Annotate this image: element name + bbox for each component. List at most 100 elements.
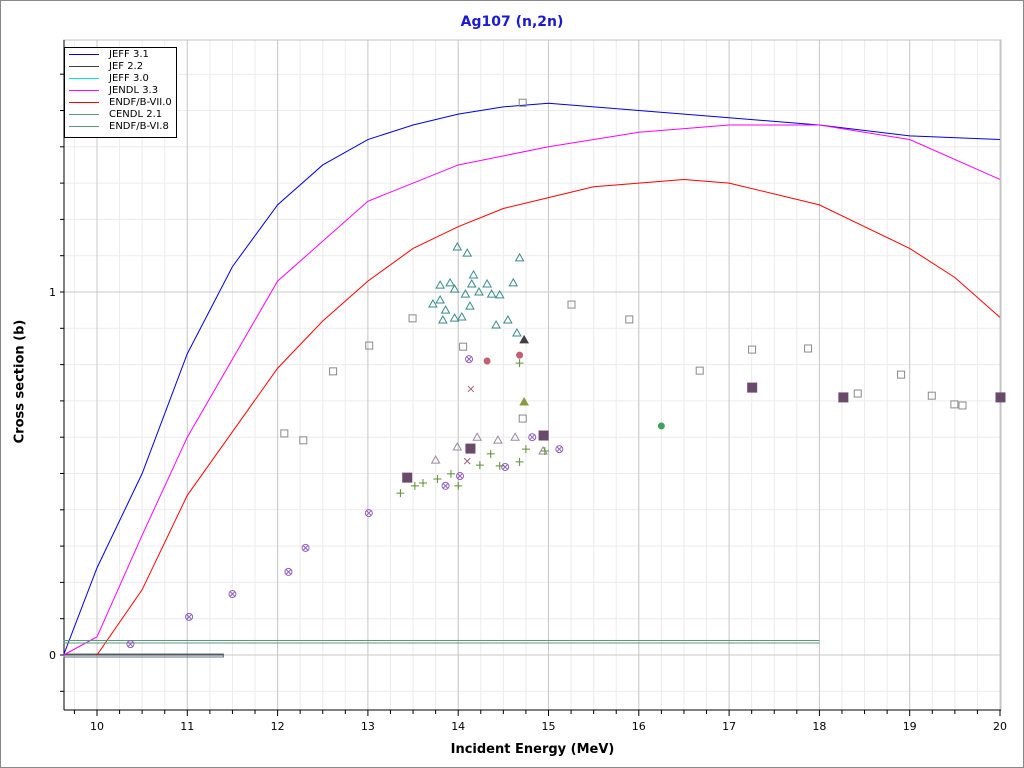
legend-swatch [69, 89, 99, 91]
square-marker [853, 389, 862, 398]
triangle-marker [428, 298, 438, 308]
square-marker [280, 429, 289, 438]
filled-circle-marker [483, 357, 491, 365]
cross-marker [529, 434, 536, 441]
x-tick-label: 13 [361, 720, 375, 733]
legend-swatch [69, 65, 99, 67]
data-point-triangle [462, 248, 473, 257]
triangle-marker [468, 269, 479, 279]
data-point-filled-triangle [519, 396, 529, 406]
circle-marker [441, 481, 450, 490]
data-point-square [299, 436, 308, 445]
cross-marker [229, 591, 236, 597]
data-point-filled-square [465, 443, 476, 454]
data-point-plus [486, 449, 495, 458]
data-point-crossed-circle [441, 481, 450, 490]
x-tick-label: 10 [90, 720, 104, 733]
data-point-plus [521, 445, 530, 454]
data-point-triangle [452, 241, 463, 251]
triangle-marker [519, 334, 529, 344]
data-point-triangle [445, 277, 455, 287]
square-marker [518, 98, 527, 107]
square-marker [927, 391, 936, 400]
data-point-plus [410, 481, 419, 490]
square-marker [897, 370, 906, 379]
data-point-crossed-circle [456, 472, 465, 481]
y-tick-label: 0 [49, 649, 56, 662]
plus-marker [418, 478, 427, 487]
data-point-square [329, 367, 338, 376]
series-line-jendl-3-3 [63, 124, 1001, 656]
data-point-square [280, 429, 289, 438]
data-point-filled-square [538, 430, 549, 441]
triangle-marker [510, 432, 520, 441]
series-line-jeff-3-1 [63, 102, 1001, 656]
circle-marker [501, 462, 510, 471]
cross-marker [442, 482, 449, 489]
legend-swatch [69, 53, 99, 55]
square-marker [838, 392, 849, 403]
triangle-marker [503, 314, 513, 324]
data-point-triangle [508, 277, 519, 287]
data-point-square [853, 389, 862, 398]
square-marker [567, 300, 576, 309]
triangle-marker [449, 284, 460, 293]
plus-marker [515, 457, 524, 466]
triangle-marker [435, 280, 446, 289]
data-point-filled-square [995, 392, 1006, 403]
circle-marker [301, 543, 310, 552]
data-point-triangle [440, 305, 451, 314]
circle-marker [364, 509, 373, 518]
data-point-square [804, 344, 813, 353]
plus-marker [515, 359, 524, 368]
y-tick-label: 1 [49, 286, 56, 299]
legend-swatch [69, 113, 99, 115]
legend-label: CENDL 2.1 [109, 108, 163, 120]
square-marker [748, 345, 757, 354]
triangle-marker [514, 252, 525, 262]
legend: JEFF 3.1 JEF 2.2 JEFF 3.0 JENDL 3.3 ENDF/B-V… [64, 47, 177, 138]
square-marker [459, 342, 468, 351]
data-point-triangle [491, 320, 501, 329]
series-line-endf-b-vii-0 [96, 178, 1001, 656]
triangle-marker [449, 313, 460, 322]
square-marker [625, 315, 634, 324]
circle-marker [528, 433, 537, 442]
legend-label: ENDF/B-VI.8 [109, 120, 169, 132]
cross-marker [556, 446, 563, 453]
plus-marker [475, 461, 484, 470]
data-point-plus [418, 478, 427, 487]
data-point-square [567, 300, 576, 309]
data-point-triangle [460, 289, 471, 298]
plus-marker [521, 445, 530, 454]
data-point-crossed-circle [555, 445, 564, 454]
chart-title: Ag107 (n,2n) [460, 14, 564, 30]
square-marker [958, 401, 967, 410]
data-point-triangle [486, 289, 497, 298]
square-marker [329, 367, 338, 376]
filled-circle-marker [516, 351, 524, 359]
legend-swatch [69, 125, 99, 127]
plot-border [63, 39, 1002, 711]
triangle-marker [486, 289, 497, 298]
data-point-filled-square [838, 392, 849, 403]
data-point-crossed-circle [284, 567, 293, 576]
data-point-filled-circle [516, 351, 524, 359]
data-point-crossed-circle [465, 355, 474, 364]
triangle-marker [430, 455, 441, 464]
cross-marker [365, 510, 372, 516]
x-tick-label: 17 [722, 720, 736, 733]
data-point-triangle [482, 279, 492, 288]
plus-marker [410, 481, 419, 490]
circle-marker [284, 567, 293, 576]
triangle-marker [512, 328, 522, 337]
triangle-marker [508, 277, 519, 287]
triangle-marker [460, 289, 471, 298]
x-tick-label: 19 [903, 720, 917, 733]
data-point-crossed-circle [185, 612, 194, 621]
data-point-square [695, 366, 704, 375]
data-point-triangle [468, 269, 479, 279]
data-point-square [459, 342, 468, 351]
x-axis-label: Incident Energy (MeV) [450, 742, 615, 757]
data-point-triangle [430, 455, 441, 464]
